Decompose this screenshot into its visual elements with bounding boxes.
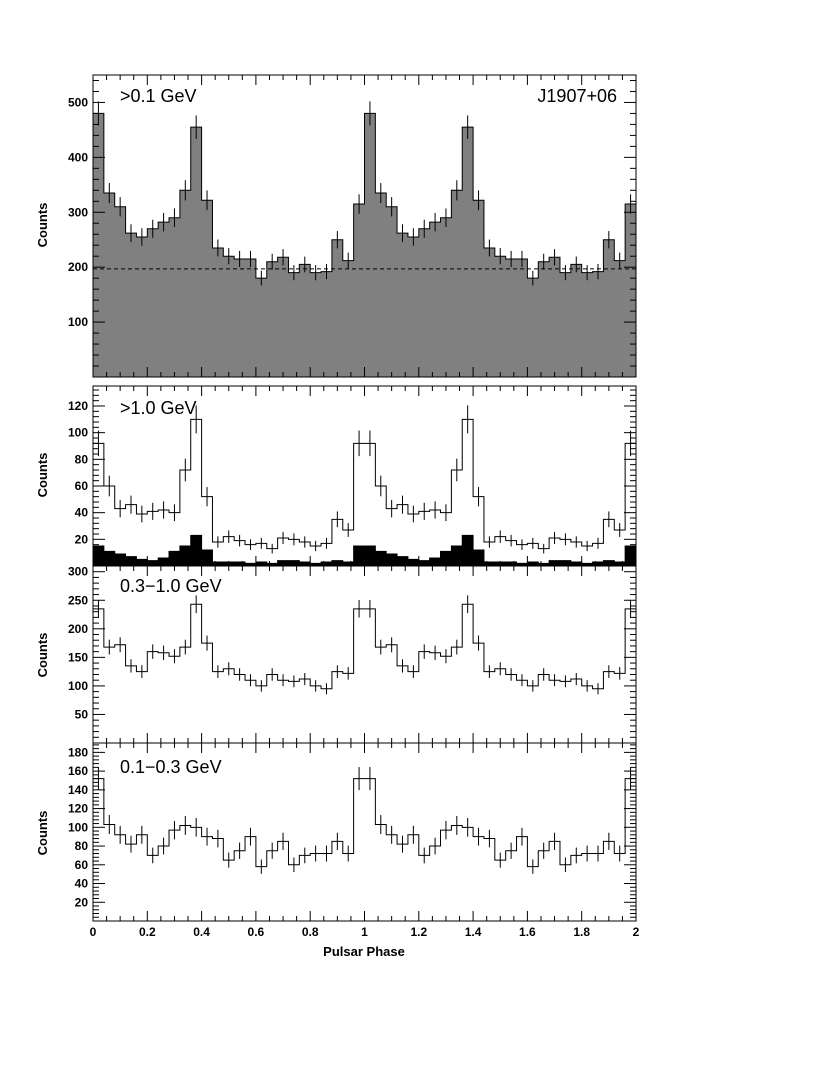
x-tick-label: 1.6 bbox=[519, 925, 536, 939]
x-tick-label: 1.2 bbox=[410, 925, 427, 939]
panel-1-y-tick-label: 120 bbox=[68, 399, 88, 413]
panel-3-y-tick-label: 180 bbox=[68, 745, 88, 759]
source-name-label: J1907+06 bbox=[537, 86, 617, 106]
panel-2: 50 100 150 200 250 300 0.3−1.0 GeV Counts bbox=[35, 565, 637, 744]
panel-3-y-tick-label: 140 bbox=[68, 783, 88, 797]
panel-0-y-axis-title: Counts bbox=[35, 203, 50, 248]
x-tick-label: 1.4 bbox=[465, 925, 482, 939]
x-tick-label: 1.8 bbox=[573, 925, 590, 939]
panel-2-y-tick-label: 250 bbox=[68, 593, 88, 607]
panel-3-plot: 20 40 60 80 100 120 140 160 180 bbox=[68, 742, 637, 922]
panel-1-y-tick-label: 100 bbox=[68, 426, 88, 440]
panel-0-y-tick-label: 100 bbox=[68, 315, 88, 329]
panel-0-histogram-fill bbox=[92, 112, 637, 378]
x-tick-label: 0.2 bbox=[139, 925, 156, 939]
panel-1-y-tick-label: 40 bbox=[75, 506, 89, 520]
panel-3-y-tick-label: 20 bbox=[75, 895, 89, 909]
panel-2-y-axis-title: Counts bbox=[35, 633, 50, 678]
panel-1-y-axis-title: Counts bbox=[35, 453, 50, 498]
x-tick-labels: 0 0.2 0.4 0.6 0.8 1 1.2 1.4 1.6 1.8 2 bbox=[90, 925, 640, 939]
panel-3-y-tick-label: 160 bbox=[68, 764, 88, 778]
panel-1-high-energy-histogram bbox=[92, 534, 637, 567]
panel-1: 20 40 60 80 100 120 >1.0 GeV Counts bbox=[35, 385, 637, 567]
x-axis-title: Pulsar Phase bbox=[323, 944, 405, 959]
panel-2-y-tick-label: 200 bbox=[68, 622, 88, 636]
panel-2-plot: 50 100 150 200 250 300 bbox=[68, 565, 637, 744]
panel-0-y-tick-label: 300 bbox=[68, 205, 88, 219]
panel-1-histogram-line bbox=[93, 418, 636, 550]
panel-0-y-tick-label: 200 bbox=[68, 260, 88, 274]
panel-3-y-tick-label: 100 bbox=[68, 820, 88, 834]
panel-0-y-tick-label: 400 bbox=[68, 150, 88, 164]
panel-2-y-tick-label: 150 bbox=[68, 650, 88, 664]
panel-1-y-tick-label: 60 bbox=[75, 479, 89, 493]
x-tick-label: 2 bbox=[633, 925, 640, 939]
panel-0-plot: 100 200 300 400 500 bbox=[68, 74, 637, 378]
panel-3: 20 40 60 80 100 120 140 160 180 0.1−0.3 GeV Coun… bbox=[35, 742, 637, 922]
panel-3-y-tick-label: 80 bbox=[75, 839, 89, 853]
x-tick-label: 0 bbox=[90, 925, 97, 939]
x-tick-label: 0.4 bbox=[193, 925, 210, 939]
panel-0-y-tick-label: 500 bbox=[68, 95, 88, 109]
panel-3-y-tick-label: 60 bbox=[75, 858, 89, 872]
x-tick-label: 0.8 bbox=[302, 925, 319, 939]
panel-2-y-tick-label: 50 bbox=[75, 707, 89, 721]
panel-3-y-tick-label: 40 bbox=[75, 877, 89, 891]
panel-1-y-tick-label: 20 bbox=[75, 532, 89, 546]
panel-0-energy-label: >0.1 GeV bbox=[120, 86, 197, 106]
panel-1-y-tick-label: 80 bbox=[75, 452, 89, 466]
panel-3-energy-label: 0.1−0.3 GeV bbox=[120, 757, 222, 777]
x-tick-label: 1 bbox=[361, 925, 368, 939]
panel-2-energy-label: 0.3−1.0 GeV bbox=[120, 576, 222, 596]
panel-2-histogram-line bbox=[93, 603, 636, 690]
panel-3-y-axis-title: Counts bbox=[35, 811, 50, 856]
panel-2-y-tick-label: 100 bbox=[68, 679, 88, 693]
panel-3-y-tick-label: 120 bbox=[68, 802, 88, 816]
panel-1-energy-label: >1.0 GeV bbox=[120, 398, 197, 418]
panel-3-histogram-line bbox=[93, 778, 636, 868]
x-tick-label: 0.6 bbox=[248, 925, 265, 939]
panel-2-y-tick-label: 300 bbox=[68, 565, 88, 579]
panel-0: 100 200 300 400 500 >0.1 GeV J1907+06 Counts bbox=[35, 74, 637, 378]
